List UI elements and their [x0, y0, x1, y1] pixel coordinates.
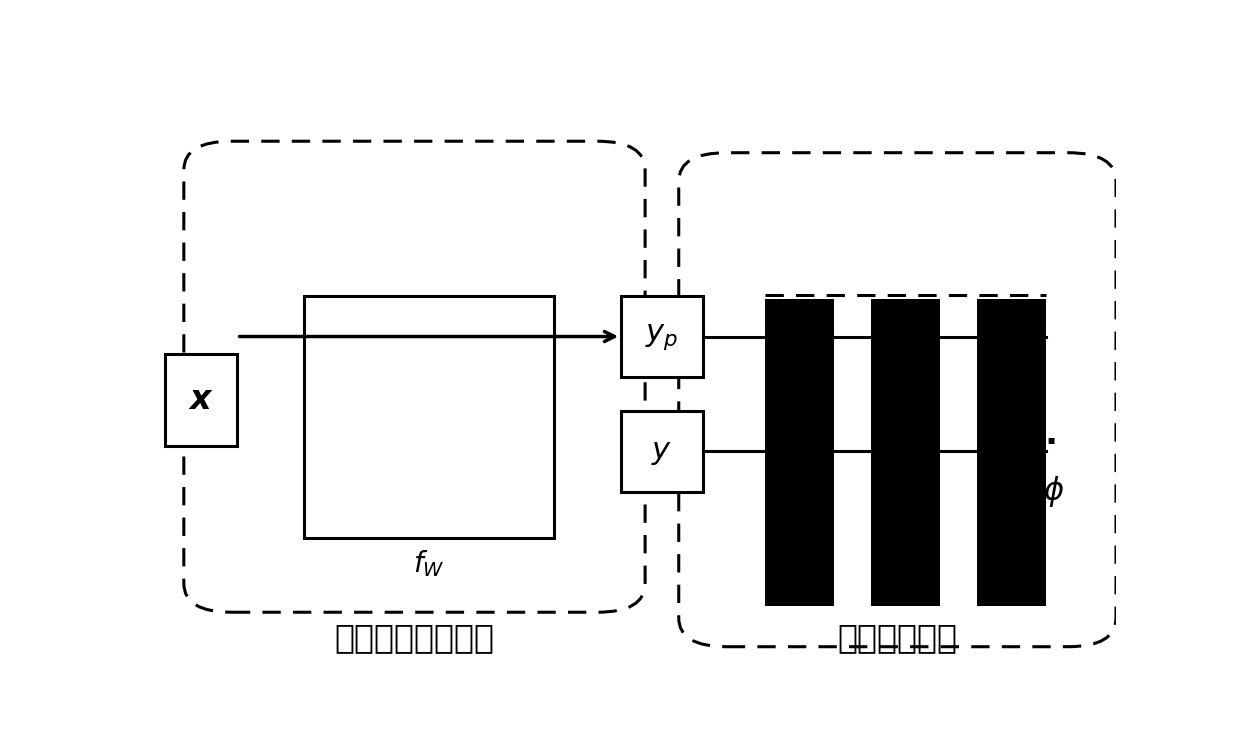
Text: $f_W$: $f_W$	[413, 548, 445, 579]
Bar	[621, 411, 703, 492]
Text: $y$: $y$	[651, 436, 672, 467]
Bar	[765, 299, 835, 606]
Text: $l^{\phi,1}_{feat}$: $l^{\phi,1}_{feat}$	[779, 368, 821, 407]
Text: $l^{\phi,2}_{feat}$: $l^{\phi,2}_{feat}$	[884, 368, 926, 407]
Bar	[621, 296, 703, 377]
Bar	[870, 299, 940, 606]
Bar	[304, 296, 554, 538]
Text: 角度超分辨率网络: 角度超分辨率网络	[335, 621, 495, 654]
FancyBboxPatch shape	[184, 141, 645, 612]
Bar	[977, 299, 1045, 606]
Text: ...: ...	[1021, 418, 1058, 451]
Bar	[165, 354, 237, 445]
Text: $\phi$: $\phi$	[1043, 474, 1064, 509]
FancyBboxPatch shape	[678, 153, 1116, 647]
Text: 感知损失网络: 感知损失网络	[837, 621, 957, 654]
Text: $y_p$: $y_p$	[645, 321, 678, 352]
Text: $\boldsymbol{x}$: $\boldsymbol{x}$	[187, 383, 213, 416]
Text: $l^{\phi,3}_{feat}$: $l^{\phi,3}_{feat}$	[991, 368, 1032, 407]
